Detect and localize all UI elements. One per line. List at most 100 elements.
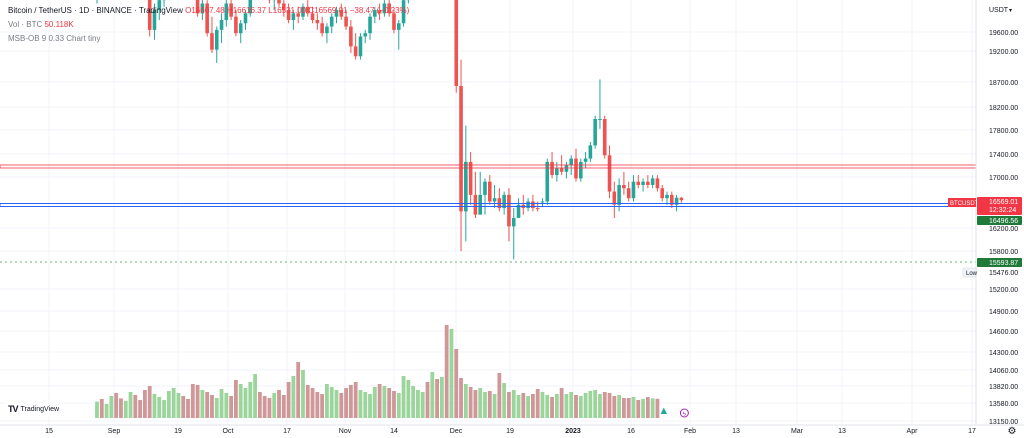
candle-body [526,201,530,209]
candle-body [305,6,310,14]
candle-body [454,0,459,86]
candle-body [516,204,521,218]
volume-bar [612,396,617,418]
candle-body [310,13,315,20]
candle-body [483,181,487,195]
volume-bar [617,395,622,418]
volume-bar [411,386,416,418]
price-tick-label: 19200.00 [989,49,1018,56]
volume-bar [315,392,320,418]
candle-body [147,0,152,30]
support-price-badge [977,216,1022,225]
volume-bar [291,376,296,418]
volume-bar [157,397,162,418]
candle-body [559,168,564,172]
time-tick-label: 17 [968,428,976,435]
volume-bar [545,395,550,418]
candle-body [373,10,377,17]
volume-bar [143,390,147,418]
volume-bar [253,374,257,418]
time-tick-label: Sep [108,428,121,435]
price-tick-label: 14060.00 [989,368,1018,375]
candle-body [396,23,401,30]
price-tick-label: 17800.00 [989,128,1018,135]
candle-body [502,194,506,209]
volume-bar [248,382,253,418]
volume-bar [195,385,200,418]
candle-body [612,191,617,205]
low-note-text: Low [966,271,978,277]
candle-body [679,197,684,201]
symbol-title[interactable]: Bitcoin / TetherUS · 1D · BINANCE · Trad… [8,6,183,15]
volume-bar [257,392,262,418]
time-tick-label: 16 [627,428,635,435]
grid [0,0,976,425]
volume-bar [138,400,143,418]
volume-bar [128,392,133,418]
candle-body [583,158,588,162]
volume-bar [162,400,166,418]
volume-bar [377,384,382,418]
candle-body [569,158,574,166]
candle-body [243,13,248,24]
volume-bar [416,390,420,418]
volume-bar [99,399,104,418]
volume-bar [277,390,281,418]
time-tick-label: 13 [732,428,740,435]
volume-bar [550,397,554,418]
horizontal-levels [0,164,977,263]
volume-bar [516,395,521,418]
volume-bar [631,397,636,418]
volume-bar [444,325,449,418]
candle-body [626,188,631,199]
volume-bar [622,398,626,418]
volume-bar [219,389,224,418]
volume-bar [521,393,526,418]
time-tick-label: 15 [45,428,53,435]
time-tick-label: Mar [791,428,804,435]
volume-bar [382,386,387,418]
low-price-badge-text: 15593.87 [989,260,1018,267]
price-tick-label: 13820.00 [989,384,1018,391]
tradingview-logo-icon: TV [8,404,18,414]
volume-bar [325,384,329,418]
candle-body [344,16,348,27]
low-note-tag [962,267,977,278]
candle-body [157,0,162,11]
volume-bar [329,387,334,418]
volume-bar [425,382,430,418]
time-tick-label: Feb [684,428,696,435]
volume-bar [152,394,157,418]
resistance-zone [0,164,977,169]
legend-row-volume[interactable]: Vol · BTC 50.118K [8,20,74,29]
volume-bar [114,393,119,418]
settings-gear-icon[interactable]: ⚙ [1008,426,1017,437]
volume-bar [602,392,607,418]
candle-body [277,0,281,4]
volume-bar [372,387,377,418]
volume-bar [507,392,511,418]
volume-bar [296,362,301,418]
candle-body [555,168,559,176]
candle-body [234,16,238,34]
volume-bar [564,394,569,418]
volume-bar [645,397,650,418]
candle-body [593,118,597,146]
candle-body [531,201,535,209]
volume-bar [133,395,138,418]
candle-body [617,184,621,205]
time-tick-label: Dec [450,428,463,435]
candle-body [641,181,645,185]
volume-bar [502,383,507,418]
volume-bar [473,390,478,418]
tradingview-logo[interactable]: TV TradingView [5,402,63,416]
candle-body [387,3,391,14]
volume-bar [478,388,483,418]
volume-bar [286,382,291,418]
volume-bar [262,396,267,418]
volume-bar [607,393,612,418]
candle-body [358,36,363,57]
legend-row-indicator[interactable]: MSB-OB 9 0.33 Chart tiny [8,34,100,43]
